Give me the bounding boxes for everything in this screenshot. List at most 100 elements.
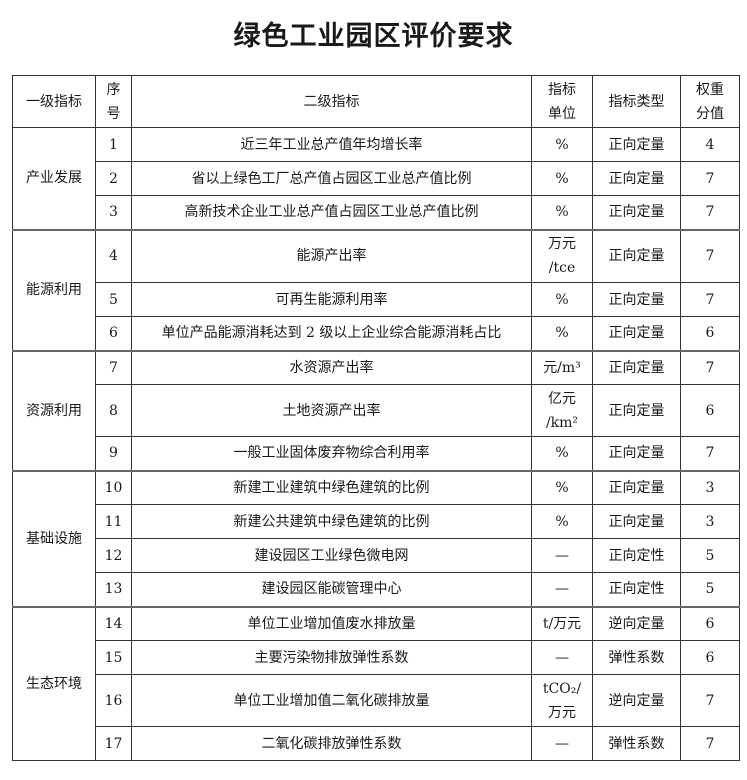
row-number: 17	[95, 726, 132, 761]
weight-score: 5	[680, 572, 740, 607]
weight-score: 6	[680, 640, 740, 675]
row-number: 14	[95, 605, 132, 641]
level2-indicator: 二氧化碳排放弹性系数	[131, 726, 532, 761]
table-row: 16 单位工业增加值二氧化碳排放量 tCO₂/ 万元 逆向定量 7	[13, 674, 740, 727]
table-row: 基础设施 10 新建工业建筑中绿色建筑的比例% 正向定量 3	[12, 469, 740, 607]
weight-score: 7	[680, 726, 740, 761]
indicator-type: 正向定量	[592, 282, 681, 317]
table-row: 3 高新技术企业工业总产值占园区工业总产值比例% 正向定量 7	[13, 195, 740, 230]
row-number: 16	[95, 674, 132, 727]
weight-score: 4	[680, 127, 740, 162]
indicator-type: 正向定性	[592, 538, 681, 573]
table-row: 8 土地资源产出率 亿元 /km² 正向定量 6	[13, 384, 740, 437]
weight-score: 6	[680, 316, 740, 351]
indicator-type: 正向定量	[592, 349, 681, 385]
header-level1: 一级指标	[12, 75, 96, 128]
weight-score: 6	[680, 384, 740, 437]
indicator-unit: t/万元	[531, 605, 593, 641]
table-row: 13 建设园区能碳管理中心 — 正向定性 5	[13, 572, 740, 607]
level2-indicator: 可再生能源利用率	[131, 282, 532, 317]
table-row: 能源利用 4 能源产出率 万元 /tce 正向定量 7	[12, 228, 740, 351]
table-row: 生态环境 14 单位工业增加值废水排放量 t/万元 逆向定量 6	[12, 605, 740, 761]
level1-indicator: 能源利用	[12, 228, 96, 351]
level2-indicator: 建设园区能碳管理中心	[131, 572, 532, 607]
weight-score: 7	[680, 195, 740, 230]
level2-indicator: 新建工业建筑中绿色建筑的比例	[131, 469, 532, 505]
indicator-type: 弹性系数	[592, 640, 681, 675]
row-number: 5	[95, 282, 132, 317]
level1-indicator: 资源利用	[12, 349, 96, 471]
row-number: 9	[95, 436, 132, 471]
indicator-unit: 亿元 /km²	[531, 384, 593, 437]
weight-score: 5	[680, 538, 740, 573]
table-row: 17 二氧化碳排放弹性系数 — 弹性系数 7	[13, 726, 740, 761]
row-number: 12	[95, 538, 132, 573]
weight-score: 7	[680, 436, 740, 471]
table-row: 6 单位产品能源消耗达到 2 级以上企业综合能源消耗占比% 正向定量 6	[13, 316, 740, 351]
level1-indicator: 生态环境	[12, 605, 96, 761]
header-row: 一级指标 序 号 二级指标 指标 单位 指标类型 权重 分值	[12, 75, 740, 128]
row-number: 4	[95, 228, 132, 283]
indicator-type: 逆向定量	[592, 605, 681, 641]
weight-score: 7	[680, 674, 740, 727]
indicator-unit: —	[531, 726, 593, 761]
evaluation-table: 一级指标 序 号 二级指标 指标 单位 指标类型 权重 分值 产业发展 1 近三年工…	[12, 75, 740, 761]
indicator-unit: tCO₂/ 万元	[531, 674, 593, 727]
indicator-type: 弹性系数	[592, 726, 681, 761]
table-row: 11 新建公共建筑中绿色建筑的比例% 正向定量 3	[13, 504, 740, 539]
row-number: 8	[95, 384, 132, 437]
row-number: 2	[95, 161, 132, 196]
row-number: 13	[95, 572, 132, 607]
indicator-unit: —	[531, 572, 593, 607]
indicator-type: 正向定量	[592, 195, 681, 230]
weight-score: 7	[680, 349, 740, 385]
table-row: 12 建设园区工业绿色微电网 — 正向定性 5	[13, 538, 740, 573]
indicator-unit: %	[531, 504, 593, 539]
indicator-type: 正向定量	[592, 504, 681, 539]
indicator-unit: %	[531, 436, 593, 471]
header-type: 指标类型	[592, 75, 681, 128]
indicator-unit: %	[531, 282, 593, 317]
table-row: 15 主要污染物排放弹性系数 — 弹性系数 6	[13, 640, 740, 675]
weight-score: 6	[680, 605, 740, 641]
header-no: 序 号	[95, 75, 132, 128]
indicator-type: 正向定量	[592, 436, 681, 471]
level2-indicator: 水资源产出率	[131, 349, 532, 385]
indicator-unit: 元/m³	[531, 349, 593, 385]
level2-indicator: 单位工业增加值废水排放量	[131, 605, 532, 641]
level2-indicator: 单位工业增加值二氧化碳排放量	[131, 674, 532, 727]
indicator-unit: %	[531, 195, 593, 230]
row-number: 7	[95, 349, 132, 385]
indicator-unit: %	[531, 469, 593, 505]
level2-indicator: 高新技术企业工业总产值占园区工业总产值比例	[131, 195, 532, 230]
table-row: 资源利用 7 水资源产出率 元/m³ 正向定量 7	[12, 349, 740, 471]
table-row: 9 一般工业固体废弃物综合利用率% 正向定量 7	[13, 436, 740, 471]
table-row: 5 可再生能源利用率% 正向定量 7	[13, 282, 740, 317]
indicator-unit: %	[531, 316, 593, 351]
indicator-type: 正向定量	[592, 316, 681, 351]
level1-indicator: 产业发展	[12, 127, 96, 230]
table-row: 产业发展 1 近三年工业总产值年均增长率% 正向定量 4	[12, 127, 740, 230]
table-row: 2 省以上绿色工厂总产值占园区工业总产值比例% 正向定量 7	[13, 161, 740, 196]
indicator-unit: %	[531, 127, 593, 162]
indicator-type: 正向定性	[592, 572, 681, 607]
level2-indicator: 能源产出率	[131, 228, 532, 283]
level2-indicator: 主要污染物排放弹性系数	[131, 640, 532, 675]
row-number: 1	[95, 127, 132, 162]
weight-score: 3	[680, 504, 740, 539]
header-weight: 权重 分值	[680, 75, 740, 128]
level2-indicator: 一般工业固体废弃物综合利用率	[131, 436, 532, 471]
level2-indicator: 新建公共建筑中绿色建筑的比例	[131, 504, 532, 539]
indicator-unit: —	[531, 538, 593, 573]
row-number: 10	[95, 469, 132, 505]
indicator-type: 正向定量	[592, 161, 681, 196]
weight-score: 7	[680, 161, 740, 196]
indicator-unit: —	[531, 640, 593, 675]
document-title: 绿色工业园区评价要求	[233, 21, 514, 52]
indicator-type: 正向定量	[592, 228, 681, 283]
indicator-type: 正向定量	[592, 469, 681, 505]
level1-indicator: 基础设施	[12, 469, 96, 607]
indicator-unit: %	[531, 161, 593, 196]
level2-indicator: 近三年工业总产值年均增长率	[131, 127, 532, 162]
row-number: 15	[95, 640, 132, 675]
